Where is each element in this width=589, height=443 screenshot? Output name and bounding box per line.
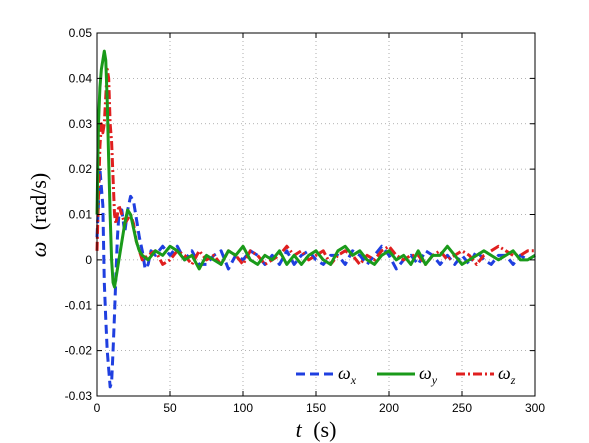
legend-label-y: ωy [419, 363, 438, 387]
legend-label-x: ωx [338, 363, 357, 387]
y-axis-label: ω (rad/s) [26, 173, 51, 257]
series-layer [95, 49, 536, 389]
y-tick-label: -0.02 [65, 344, 93, 358]
series-line-y [95, 49, 536, 289]
y-tick-label: 0.05 [69, 26, 93, 40]
x-tick-label: 250 [452, 401, 472, 415]
x-tick-label: 300 [525, 401, 545, 415]
x-tick-label: 100 [233, 401, 253, 415]
y-tick-label: 0 [85, 253, 92, 267]
y-tick-label: 0.03 [69, 117, 93, 131]
legend: ωx ωy ωz [296, 363, 516, 387]
y-tick-label: 0.02 [69, 162, 93, 176]
y-tick-label: 0.04 [69, 71, 93, 85]
x-axis-unit: (s) [313, 417, 336, 442]
x-tick-label: 150 [306, 401, 326, 415]
y-tick-label: -0.03 [65, 389, 93, 403]
legend-label-z: ωz [498, 363, 516, 387]
y-axis-var: ω [26, 242, 51, 258]
x-tick-label: 0 [94, 401, 101, 415]
x-tick-label: 50 [163, 401, 177, 415]
axis-ticks: 0 50 100 150 200 250 300 -0.03 -0.02 -0.01 0 0.01 0.… [65, 26, 546, 415]
y-axis-unit: (rad/s) [26, 173, 51, 230]
x-tick-label: 200 [379, 401, 399, 415]
y-tick-label: 0.01 [69, 208, 93, 222]
x-axis-var: t [296, 417, 303, 442]
x-axis-label: t (s) [296, 417, 337, 442]
y-tick-label: -0.01 [65, 298, 93, 312]
